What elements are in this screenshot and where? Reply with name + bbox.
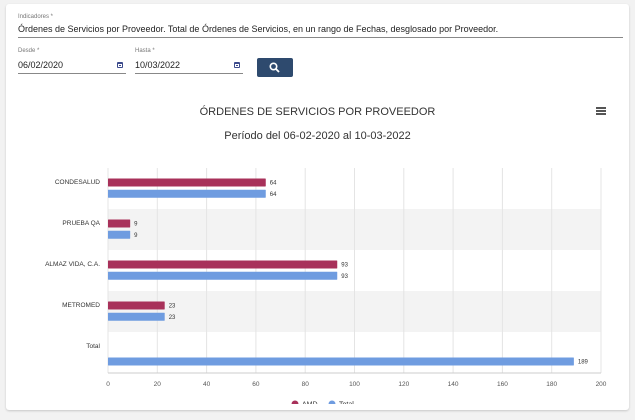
data-label: 23 bbox=[169, 315, 176, 321]
category-label: PRUEBA QA bbox=[62, 220, 100, 227]
x-tick-label: 100 bbox=[349, 381, 360, 388]
x-tick-label: 160 bbox=[497, 381, 508, 388]
search-icon bbox=[269, 62, 280, 73]
bar-amd bbox=[108, 178, 266, 187]
bar-total bbox=[108, 189, 266, 198]
chart-menu-icon[interactable] bbox=[596, 107, 606, 115]
x-tick-label: 180 bbox=[546, 381, 557, 388]
bar-total bbox=[108, 357, 574, 366]
data-label: 23 bbox=[169, 304, 176, 310]
indicator-select[interactable]: Órdenes de Servicios por Proveedor. Tota… bbox=[18, 24, 499, 34]
data-label: 9 bbox=[134, 222, 138, 228]
legend-marker bbox=[328, 400, 336, 404]
x-tick-label: 20 bbox=[154, 381, 162, 388]
data-label: 9 bbox=[134, 233, 138, 239]
category-label: ALMAZ VIDA, C.A. bbox=[45, 261, 100, 268]
x-tick-label: 120 bbox=[398, 381, 409, 388]
legend-label: AMD bbox=[302, 401, 318, 404]
calendar-icon[interactable] bbox=[117, 62, 123, 68]
x-tick-label: 80 bbox=[302, 381, 310, 388]
from-date-input[interactable]: 06/02/2020 bbox=[18, 60, 64, 70]
category-label: CONDESALUD bbox=[55, 179, 100, 186]
chart-title: ÓRDENES DE SERVICIOS POR PROVEEDOR bbox=[199, 106, 436, 118]
x-tick-label: 200 bbox=[596, 381, 607, 388]
category-label: METROMED bbox=[62, 302, 100, 309]
to-date-input[interactable]: 10/03/2022 bbox=[135, 60, 181, 70]
data-label: 64 bbox=[270, 192, 277, 198]
calendar-icon[interactable] bbox=[234, 62, 240, 68]
data-label: 189 bbox=[578, 360, 589, 366]
bar-amd bbox=[108, 219, 131, 228]
data-label: 93 bbox=[341, 263, 348, 269]
bar-total bbox=[108, 271, 338, 280]
legend-marker bbox=[291, 400, 299, 404]
from-date-label: Desde * bbox=[18, 48, 40, 54]
indicator-card: Indicadores * Órdenes de Servicios por P… bbox=[6, 4, 629, 410]
bar-amd bbox=[108, 301, 165, 310]
chart-subtitle: Período del 06-02-2020 al 10-03-2022 bbox=[224, 130, 411, 142]
indicator-label: Indicadores * bbox=[18, 14, 54, 20]
data-label: 64 bbox=[270, 181, 277, 187]
bar-amd bbox=[108, 260, 338, 269]
x-tick-label: 60 bbox=[252, 381, 260, 388]
x-tick-label: 0 bbox=[106, 381, 110, 388]
bar-chart: CONDESALUD 64 64 PRUEBA QA 9 9 ALMAZ VIDA, C.A… bbox=[45, 168, 607, 404]
x-tick-label: 40 bbox=[203, 381, 211, 388]
data-label: 93 bbox=[341, 274, 348, 280]
x-tick-label: 140 bbox=[448, 381, 459, 388]
bar-total bbox=[108, 230, 131, 239]
indicator-underline bbox=[18, 37, 623, 38]
to-date-underline bbox=[135, 73, 243, 74]
legend-label: Total bbox=[339, 401, 354, 404]
to-date-label: Hasta * bbox=[135, 48, 155, 54]
from-date-underline bbox=[18, 73, 126, 74]
category-label: Total bbox=[86, 343, 100, 350]
bar-total bbox=[108, 312, 165, 321]
search-button[interactable] bbox=[257, 58, 293, 77]
